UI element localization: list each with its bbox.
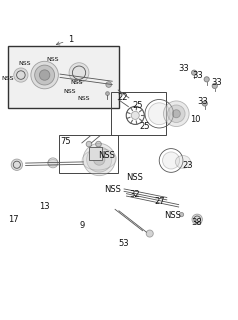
Circle shape — [202, 101, 207, 106]
Text: 75: 75 — [61, 137, 71, 146]
Circle shape — [163, 152, 180, 169]
Bar — [8, 46, 119, 108]
Circle shape — [94, 154, 105, 165]
Text: 25: 25 — [139, 122, 149, 131]
Text: NSS: NSS — [78, 96, 90, 101]
Circle shape — [106, 92, 109, 95]
Text: 33: 33 — [192, 71, 203, 80]
Text: NSS: NSS — [70, 80, 83, 85]
Text: 33: 33 — [178, 64, 189, 73]
Circle shape — [164, 101, 189, 126]
Bar — [111, 92, 166, 135]
Text: NSS: NSS — [47, 57, 59, 62]
Text: 38: 38 — [191, 218, 202, 227]
Text: NSS: NSS — [104, 185, 121, 194]
Circle shape — [48, 158, 58, 168]
Circle shape — [31, 61, 58, 89]
Circle shape — [168, 105, 185, 123]
Text: 9: 9 — [80, 221, 85, 230]
Text: NSS: NSS — [2, 76, 14, 81]
Circle shape — [148, 103, 170, 125]
Circle shape — [192, 214, 202, 225]
Text: 27: 27 — [154, 197, 165, 206]
Text: 1: 1 — [56, 35, 74, 45]
Circle shape — [35, 65, 55, 85]
Ellipse shape — [48, 160, 58, 166]
Bar — [89, 147, 102, 160]
Text: 13: 13 — [39, 202, 50, 211]
Circle shape — [87, 147, 112, 172]
Circle shape — [40, 70, 50, 80]
Circle shape — [172, 110, 180, 118]
Ellipse shape — [82, 149, 116, 170]
Circle shape — [179, 212, 184, 217]
Circle shape — [14, 68, 28, 82]
Text: 25: 25 — [132, 101, 142, 110]
Text: NSS: NSS — [18, 61, 31, 67]
Text: NSS: NSS — [98, 151, 115, 160]
Text: 17: 17 — [9, 215, 19, 224]
Circle shape — [11, 159, 23, 171]
Circle shape — [83, 143, 115, 176]
Text: 23: 23 — [183, 161, 193, 170]
Text: NSS: NSS — [63, 89, 76, 94]
Text: 22: 22 — [118, 92, 128, 102]
Text: 10: 10 — [190, 115, 201, 124]
Text: 32: 32 — [129, 190, 140, 199]
Circle shape — [131, 111, 139, 119]
Circle shape — [69, 63, 89, 83]
Circle shape — [146, 230, 153, 237]
Text: 33: 33 — [211, 78, 222, 87]
Circle shape — [106, 82, 112, 87]
Text: 53: 53 — [119, 239, 129, 248]
Circle shape — [204, 77, 209, 82]
Text: NSS: NSS — [126, 172, 143, 181]
Ellipse shape — [175, 156, 191, 168]
Bar — [59, 135, 118, 173]
Circle shape — [96, 141, 101, 147]
Circle shape — [212, 83, 217, 89]
Circle shape — [192, 70, 197, 75]
Circle shape — [86, 141, 92, 147]
Text: NSS: NSS — [164, 211, 181, 220]
Text: 33: 33 — [197, 97, 208, 106]
